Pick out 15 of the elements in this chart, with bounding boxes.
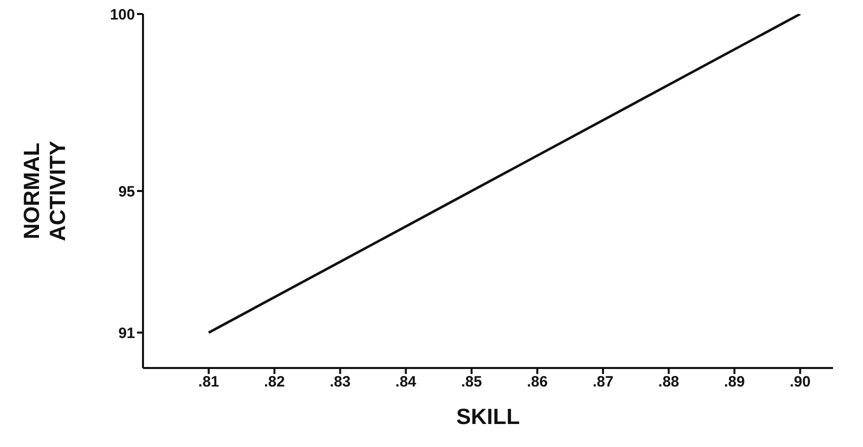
x-tick-label: .86 [526,374,548,391]
x-tick-label: .90 [790,374,811,391]
x-tick-label: .89 [724,374,745,391]
y-axis-title: NORMAL ACTIVITY [19,140,70,242]
x-axis-title: SKILL [456,404,520,429]
x-tick-label: .83 [330,374,351,391]
x-tick-label: .82 [264,374,285,391]
x-tick-label: .85 [461,374,482,391]
y-tick-label: 100 [110,6,135,24]
x-tick-label: .84 [395,374,417,391]
x-tick-label: .88 [658,374,680,391]
y-tick-label: 91 [118,324,135,342]
y-tick-label: 95 [118,183,135,200]
x-tick-label: .87 [592,374,614,391]
x-tick-label: .81 [198,374,220,391]
